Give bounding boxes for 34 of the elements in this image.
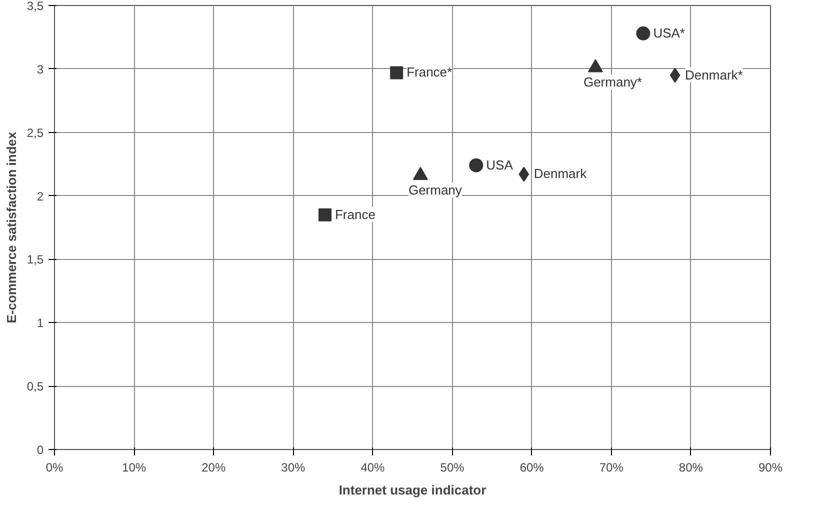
y-tick-label: 0,5	[26, 380, 44, 394]
point	[390, 66, 404, 80]
x-tick-label: 0%	[46, 460, 64, 474]
series-label: Denmark	[534, 166, 588, 182]
series-label: France*	[406, 64, 452, 80]
point	[670, 68, 680, 83]
x-tick-label: 70%	[599, 460, 624, 474]
y-tick-label: 2,5	[26, 126, 44, 140]
x-tick-label: 60%	[520, 460, 544, 474]
x-tick-label: 80%	[678, 460, 704, 474]
series-label: USA	[486, 157, 514, 172]
series-label: Germany*	[583, 74, 642, 90]
x-tick-label: 10%	[122, 460, 146, 474]
y-tick-label: 3	[36, 62, 44, 76]
x-tick-label: 30%	[281, 460, 306, 474]
x-axis-title: Internet usage indicator	[338, 482, 486, 498]
series-label: France	[334, 206, 376, 222]
y-tick-label: 0	[36, 443, 44, 457]
series-label: Germany	[408, 182, 462, 198]
point	[518, 166, 530, 182]
y-tick-label: 1	[36, 316, 44, 330]
y-tick-label: 3,5	[26, 0, 44, 13]
point	[469, 158, 484, 172]
x-tick-label: 20%	[202, 460, 226, 474]
point	[318, 208, 332, 222]
x-tick-label: 40%	[360, 460, 386, 474]
x-tick-label: 50%	[440, 460, 465, 474]
series-label: Denmark*	[685, 67, 743, 82]
y-axis-title: E-commerce satisfaction index	[4, 131, 19, 324]
y-tick-label: 1,5	[26, 252, 44, 267]
x-tick-label: 90%	[758, 460, 783, 474]
series-label: USA*	[653, 25, 686, 40]
point	[636, 26, 650, 40]
y-tick-label: 2	[36, 189, 44, 204]
